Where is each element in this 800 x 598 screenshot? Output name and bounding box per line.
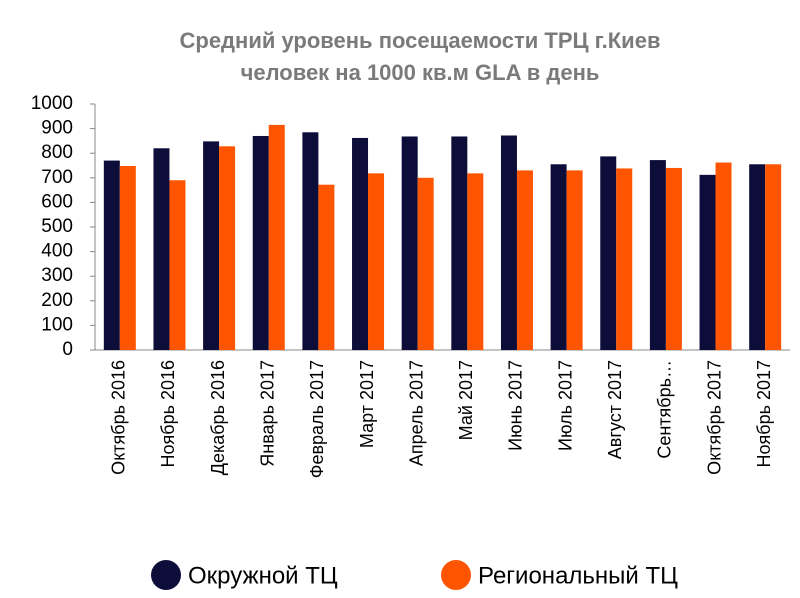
bar — [318, 184, 335, 350]
y-tick-label: 0 — [62, 339, 73, 360]
x-tick-label: Ноябрь 2017 — [754, 360, 774, 468]
bar — [401, 136, 418, 350]
bar — [302, 132, 319, 350]
bar — [169, 180, 186, 350]
bar — [616, 168, 633, 350]
bar — [500, 135, 517, 350]
x-tick-label: Июль 2017 — [555, 360, 575, 451]
bar — [665, 167, 682, 350]
y-tick-label: 400 — [41, 241, 73, 262]
x-tick-label: Сентябрь… — [655, 360, 675, 459]
x-tick-label: Февраль 2017 — [307, 360, 327, 478]
bar — [103, 160, 120, 350]
x-tick-label: Август 2017 — [605, 360, 625, 459]
x-tick-label: Октябрь 2016 — [109, 360, 129, 475]
x-tick-label: Март 2017 — [357, 360, 377, 448]
bar — [765, 164, 782, 350]
bar — [715, 162, 732, 350]
legend-marker — [441, 560, 471, 590]
bar — [699, 174, 716, 350]
chart-title: Средний уровень посещаемости ТРЦ г.Киев — [180, 28, 661, 53]
bar — [516, 170, 533, 350]
x-tick-label: Май 2017 — [456, 360, 476, 440]
y-tick-label: 1000 — [31, 93, 73, 114]
bar — [203, 141, 220, 350]
legend-label: Региональный ТЦ — [478, 562, 678, 589]
bar — [600, 156, 617, 350]
bar — [219, 146, 236, 350]
chart-subtitle: человек на 1000 кв.м GLA в день — [241, 60, 600, 85]
bar — [252, 135, 269, 350]
legend-marker — [151, 560, 181, 590]
bar — [368, 173, 385, 350]
x-tick-label: Декабрь 2016 — [208, 360, 228, 475]
bar — [153, 148, 170, 350]
bar — [649, 160, 666, 350]
legend-label: Окружной ТЦ — [188, 562, 338, 589]
x-tick-label: Октябрь 2017 — [704, 360, 724, 475]
x-tick-label: Июнь 2017 — [506, 360, 526, 451]
bar — [566, 170, 583, 350]
y-tick-label: 500 — [41, 216, 73, 237]
bar — [467, 173, 484, 350]
x-tick-label: Январь 2017 — [258, 360, 278, 467]
y-tick-label: 900 — [41, 118, 73, 139]
y-tick-label: 200 — [41, 290, 73, 311]
y-tick-label: 600 — [41, 191, 73, 212]
bar — [352, 137, 369, 350]
y-tick-label: 100 — [41, 314, 73, 335]
bar — [119, 165, 136, 350]
y-tick-label: 800 — [41, 142, 73, 163]
bar — [749, 164, 766, 350]
y-tick-label: 300 — [41, 265, 73, 286]
bar — [268, 124, 285, 350]
y-tick-label: 700 — [41, 167, 73, 188]
x-tick-label: Ноябрь 2016 — [158, 360, 178, 468]
bar — [417, 177, 434, 350]
x-tick-label: Апрель 2017 — [406, 360, 426, 466]
bar — [451, 136, 468, 350]
bar — [550, 164, 567, 350]
